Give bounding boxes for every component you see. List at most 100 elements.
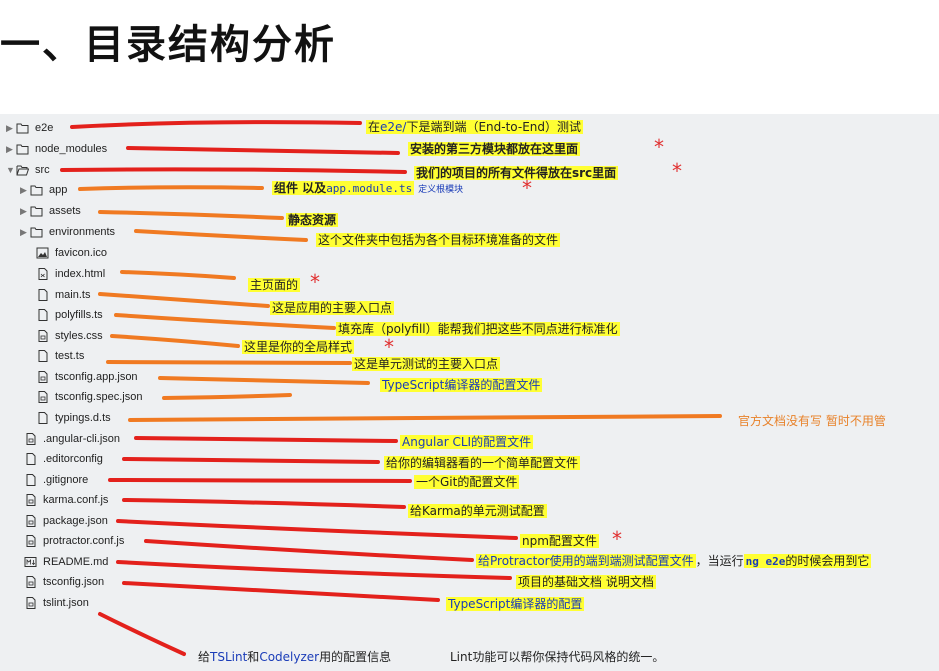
tree-label: test.ts: [55, 350, 85, 362]
star-styles: *: [384, 335, 394, 359]
tree-row-polyfills-ts[interactable]: polyfills.ts: [36, 305, 103, 325]
tree-row-assets[interactable]: ▶ assets: [20, 201, 81, 221]
note-typings: 官方文档没有写 暂时不用管: [738, 414, 886, 428]
tree-label: karma.conf.js: [43, 494, 109, 506]
star-app: *: [522, 176, 532, 200]
tree-row-favicon[interactable]: favicon.ico: [36, 243, 107, 263]
tree-row-tslint-json[interactable]: tslint.json: [24, 593, 89, 613]
page-title: 一、目录结构分析: [0, 22, 336, 68]
tree-row-styles-css[interactable]: styles.css: [36, 326, 103, 346]
file-icon: [38, 412, 48, 424]
tree-row-karma-conf-js[interactable]: karma.conf.js: [24, 490, 108, 510]
tree-row-tsconfig-app-json[interactable]: tsconfig.app.json: [36, 367, 138, 387]
json-file-icon: [26, 433, 36, 445]
tree-row-readme-md[interactable]: README.md: [24, 552, 108, 572]
expand-arrow-icon[interactable]: ▶: [20, 184, 27, 195]
tree-row-main-ts[interactable]: main.ts: [36, 285, 90, 305]
tree-label: package.json: [43, 515, 108, 527]
expand-arrow-icon[interactable]: ▶: [20, 205, 27, 216]
tree-row-package-json[interactable]: package.json: [24, 511, 108, 531]
tree-label: .editorconfig: [43, 453, 103, 465]
note-tsconfig-app: TypeScript编译器的配置文件: [380, 378, 543, 392]
tree-label: favicon.ico: [55, 247, 107, 259]
expand-arrow-icon[interactable]: ▶: [20, 226, 27, 237]
tree-row-tsconfig-spec-json[interactable]: tsconfig.spec.json: [36, 387, 142, 407]
tree-label: README.md: [43, 556, 109, 568]
tree-label: tslint.json: [43, 597, 89, 609]
note-protractor: 给Protractor使用的端到端测试配置文件 ，当运行 ng e2e的时候会用到它: [476, 554, 872, 568]
tree-label: tsconfig.app.json: [55, 371, 138, 383]
tree-row-src[interactable]: ▼ src: [6, 160, 50, 180]
tree-label: index.html: [55, 268, 106, 280]
note-node-modules: 安装的第三方模块都放在这里面: [408, 142, 581, 156]
json-file-icon: [26, 597, 36, 609]
star-src: *: [672, 159, 682, 183]
tree-label: node_modules: [35, 143, 108, 155]
file-icon: [38, 350, 48, 362]
note-package: npm配置文件: [520, 534, 599, 548]
tree-label: assets: [49, 205, 81, 217]
file-icon: [38, 289, 48, 301]
file-icon: [26, 474, 36, 486]
note-styles: 这里是你的全局样式: [242, 340, 355, 354]
tree-row-test-ts[interactable]: test.ts: [36, 346, 84, 366]
tree-row-typings-d-ts[interactable]: typings.d.ts: [36, 408, 111, 428]
tree-row-index-html[interactable]: index.html: [36, 264, 105, 284]
tree-row-environments[interactable]: ▶ environments: [20, 222, 115, 242]
expand-arrow-icon[interactable]: ▶: [6, 122, 13, 133]
note-readme: 项目的基础文档 说明文档: [516, 575, 656, 589]
css-file-icon: [38, 330, 48, 342]
folder-icon: [30, 206, 43, 217]
tree-label: typings.d.ts: [55, 412, 111, 424]
image-file-icon: [36, 247, 49, 259]
collapse-arrow-icon[interactable]: ▼: [6, 165, 15, 175]
note-src: 我们的项目的所有文件得放在src里面: [414, 166, 619, 180]
file-icon: [26, 453, 36, 465]
file-icon: [38, 309, 48, 321]
note-tslint: 给TSLint和Codelyzer用的配置信息: [198, 650, 392, 664]
html-file-icon: [38, 268, 48, 280]
note-lint-style: Lint功能可以帮你保持代码风格的统一。: [450, 650, 665, 664]
tree-label: tsconfig.json: [43, 576, 105, 588]
tree-label: environments: [49, 226, 116, 238]
tree-row-angular-cli-json[interactable]: .angular-cli.json: [24, 429, 120, 449]
json-file-icon: [26, 515, 36, 527]
tree-row-e2e[interactable]: ▶ e2e: [6, 118, 53, 138]
note-editorconfig: 给你的编辑器看的一个简单配置文件: [384, 456, 581, 470]
expand-arrow-icon[interactable]: ▶: [6, 143, 13, 154]
folder-icon: [16, 123, 29, 134]
note-gitignore: 一个Git的配置文件: [414, 475, 520, 489]
star-node-modules: *: [654, 135, 664, 159]
tree-label: tsconfig.spec.json: [55, 391, 143, 403]
star-package: *: [612, 527, 622, 551]
note-tsconfig: TypeScript编译器的配置: [446, 597, 585, 611]
tree-label: styles.css: [55, 330, 103, 342]
tree-label: .angular-cli.json: [43, 433, 121, 445]
tree-label: app: [49, 184, 68, 196]
folder-icon: [16, 144, 29, 155]
tree-label: polyfills.ts: [55, 309, 103, 321]
json-file-icon: [38, 371, 48, 383]
json-file-icon: [38, 391, 48, 403]
tree-row-protractor-conf-js[interactable]: protractor.conf.js: [24, 531, 124, 551]
js-file-icon: [26, 535, 36, 547]
note-karma: 给Karma的单元测试配置: [408, 504, 547, 518]
tree-row-app[interactable]: ▶ app: [20, 180, 67, 200]
folder-open-icon: [16, 165, 29, 176]
js-file-icon: [26, 494, 36, 506]
tree-row-node-modules[interactable]: ▶ node_modules: [6, 139, 107, 159]
tree-label: e2e: [35, 122, 54, 134]
note-assets: 静态资源: [286, 213, 339, 227]
tree-label: .gitignore: [43, 474, 89, 486]
note-angular-cli: Angular CLI的配置文件: [400, 435, 534, 449]
note-main: 这是应用的主要入口点: [270, 301, 395, 315]
note-app: 组件 以及app.module.ts 定义根模块: [272, 181, 464, 195]
tree-row-editorconfig[interactable]: .editorconfig: [24, 449, 103, 469]
json-file-icon: [26, 576, 36, 588]
tree-row-tsconfig-json[interactable]: tsconfig.json: [24, 572, 104, 592]
tree-label: src: [35, 164, 50, 176]
note-e2e: 在e2e/下是端到端（End-to-End）测试: [366, 120, 584, 134]
tree-label: protractor.conf.js: [43, 535, 125, 547]
note-index: 主页面的: [248, 278, 301, 292]
tree-row-gitignore[interactable]: .gitignore: [24, 470, 88, 490]
